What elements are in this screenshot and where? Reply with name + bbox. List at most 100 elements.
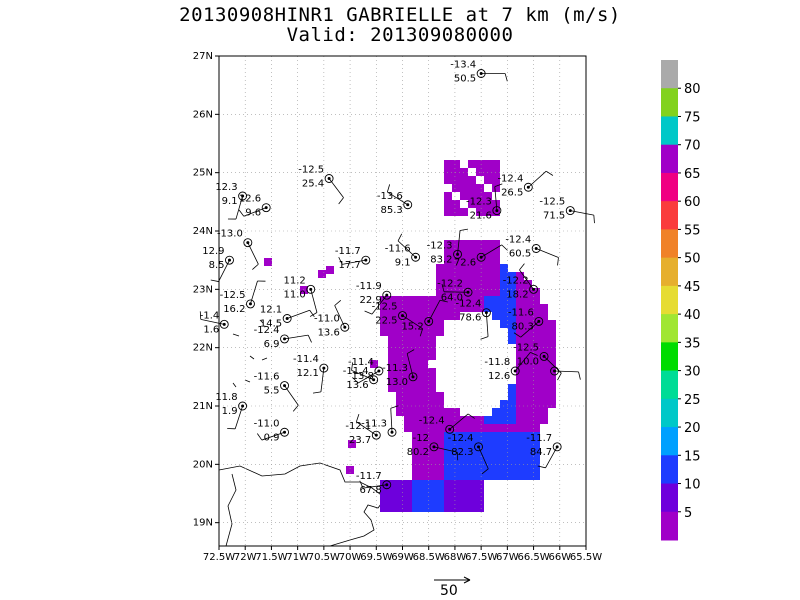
wind-barb [480, 244, 502, 258]
wind-cell [476, 160, 484, 168]
haiti-border [225, 473, 237, 547]
station-value: 0.9 [264, 432, 280, 443]
wind-barb [356, 421, 377, 436]
wind-cell [428, 504, 436, 512]
wind-barb [234, 405, 243, 429]
station-marker [429, 442, 439, 452]
lon-label: 66.5W [517, 552, 549, 563]
wind-cell [412, 456, 420, 464]
wind-cell [444, 504, 452, 512]
wind-cell [436, 488, 444, 496]
station-value: 14.5 [260, 319, 282, 330]
wind-cell [380, 328, 388, 336]
station-marker [403, 200, 413, 210]
station-value: 21.6 [470, 211, 492, 222]
wind-cell [476, 256, 484, 264]
station-temp: -13.4 [450, 60, 476, 71]
station-temp: -12.2 [437, 278, 463, 289]
lat-label: 21N [193, 401, 213, 412]
wind-cell [476, 264, 484, 272]
wind-cell [540, 344, 548, 352]
lon-label: 70.5W [308, 552, 340, 563]
wind-cell [396, 496, 404, 504]
lat-label: 27N [193, 51, 213, 62]
wind-cell [532, 344, 540, 352]
station-21: -12.5 22.5 [372, 302, 424, 337]
colorbar-label: 65 [684, 167, 701, 182]
wind-cell [452, 184, 460, 192]
station-marker [382, 480, 392, 490]
wind-cell [428, 336, 436, 344]
lat-label: 22N [193, 343, 213, 354]
wind-cell [500, 456, 508, 464]
wind-cell [444, 424, 452, 432]
wind-cell [428, 480, 436, 488]
colorbar-swatch [661, 144, 678, 174]
station-0: -13.4 50.5 [450, 60, 508, 85]
wind-cell [444, 168, 452, 176]
wind-cell [388, 352, 396, 360]
wind-cell [492, 432, 500, 440]
wind-cell [508, 280, 516, 288]
wind-cell [508, 448, 516, 456]
wind-cell [468, 184, 476, 192]
wind-cell [532, 352, 540, 360]
station-17: -12.2 64.0 [437, 278, 473, 303]
wind-cell [516, 392, 524, 400]
station-marker [282, 314, 292, 323]
wind-cell [396, 480, 404, 488]
wind-cell [412, 448, 420, 456]
wind-barb [261, 431, 285, 441]
wind-cell [540, 368, 548, 376]
wind-cell [508, 432, 516, 440]
wind-cell [436, 472, 444, 480]
reference-vector-label: 50 [440, 583, 458, 599]
wind-cell [396, 320, 404, 328]
wind-cell [524, 360, 532, 368]
wind-cell [548, 384, 556, 392]
lat-label: 20N [193, 459, 213, 470]
wind-cell [492, 160, 500, 168]
wind-cell [412, 464, 420, 472]
wind-cell [452, 472, 460, 480]
wind-cell [476, 480, 484, 488]
station-temp: 12.1 [260, 305, 282, 316]
wind-cell [484, 432, 492, 440]
wind-cell [404, 368, 412, 376]
wind-cell [346, 466, 354, 474]
station-30: -11.4 13.8 [348, 357, 384, 384]
wind-cell [492, 472, 500, 480]
wind-cell [452, 304, 460, 312]
wind-cell [420, 304, 428, 312]
station-value: 80.3 [512, 321, 534, 332]
station-temp: -12.4 [505, 235, 531, 246]
wind-cell [516, 352, 524, 360]
wind-cell [264, 258, 272, 266]
station-value: 5.5 [264, 386, 280, 397]
wind-cell [476, 184, 484, 192]
wind-cell [452, 480, 460, 488]
wind-cell [460, 456, 468, 464]
wind-cell [484, 304, 492, 312]
wind-cell [444, 256, 452, 264]
station-24: -1.4 1.6 [200, 310, 229, 335]
wind-cell [540, 328, 548, 336]
colorbar-label: 55 [684, 223, 701, 238]
wind-cell [420, 344, 428, 352]
wind-cell [484, 472, 492, 480]
wind-cell [492, 168, 500, 176]
wind-cell [404, 344, 412, 352]
lon-label: 70W [339, 552, 362, 563]
wind-cell [404, 320, 412, 328]
wind-cell [492, 184, 500, 192]
wind-cell [532, 472, 540, 480]
station-marker [225, 255, 234, 265]
station-7: -12.5 71.5 [539, 197, 595, 224]
wind-cell [532, 296, 540, 304]
wind-cell [460, 416, 468, 424]
station-marker [474, 442, 483, 452]
station-marker [408, 372, 418, 382]
wind-cell [468, 240, 476, 248]
station-temp: -12.5 [539, 197, 565, 208]
wind-cell [524, 456, 532, 464]
